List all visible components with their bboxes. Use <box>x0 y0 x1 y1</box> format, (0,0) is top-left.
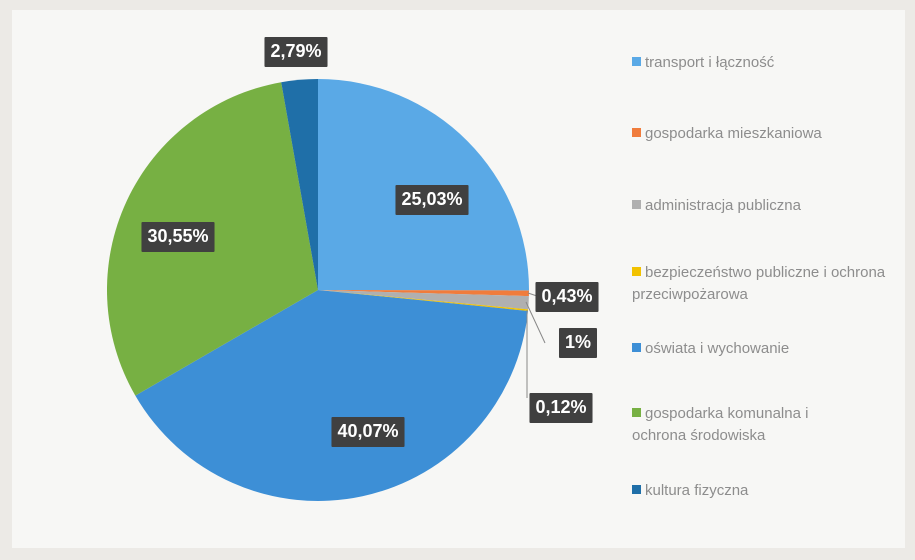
legend-swatch <box>632 343 641 352</box>
pie-slice <box>318 290 529 310</box>
data-label-box <box>558 328 598 358</box>
legend-swatch <box>632 128 641 137</box>
legend-label: gospodarka komunalna i ochrona środowisk… <box>632 405 809 444</box>
legend-label: gospodarka mieszkaniowa <box>645 125 822 142</box>
data-label: 30,55% <box>147 226 208 246</box>
data-label-group: 0,12% <box>529 393 593 423</box>
pie-slice <box>318 290 529 297</box>
legend-label: bezpieczeństwo publiczne i ochrona przec… <box>632 264 886 303</box>
data-label-group: 40,07% <box>331 417 405 447</box>
legend-item: administracja publiczna <box>632 195 832 217</box>
pie-slice <box>135 290 528 502</box>
legend-label: transport i łączność <box>645 54 775 71</box>
legend-swatch <box>632 408 641 417</box>
data-label-box <box>395 185 469 215</box>
data-label-group: 0,43% <box>535 282 599 312</box>
pie-slice <box>318 290 529 311</box>
data-label-box <box>529 393 593 423</box>
data-label: 25,03% <box>401 189 462 209</box>
legend-label: kultura fizyczna <box>645 482 749 499</box>
data-label-group: 1% <box>558 328 598 358</box>
legend-swatch <box>632 485 641 494</box>
data-label: 2,79% <box>270 41 321 61</box>
data-label: 0,43% <box>541 286 592 306</box>
data-label-box <box>331 417 405 447</box>
legend-label: oświata i wychowanie <box>645 340 790 357</box>
legend-swatch <box>632 57 641 66</box>
legend-label: administracja publiczna <box>645 197 801 214</box>
data-label-group: 2,79% <box>264 37 328 67</box>
legend-item: kultura fizyczna <box>632 480 832 502</box>
data-label-box <box>141 222 215 252</box>
leader-line <box>525 301 546 344</box>
data-label: 0,12% <box>535 397 586 417</box>
data-label-group: 25,03% <box>395 185 469 215</box>
legend-swatch <box>632 200 641 209</box>
data-label-box <box>264 37 328 67</box>
data-label: 40,07% <box>337 421 398 441</box>
data-label: 1% <box>565 332 591 352</box>
pie-slice <box>281 79 318 290</box>
legend-item: oświata i wychowanie <box>632 338 832 360</box>
legend-item: transport i łączność <box>632 52 832 74</box>
legend-item: bezpieczeństwo publiczne i ochrona przec… <box>632 262 887 306</box>
legend-item: gospodarka mieszkaniowa <box>632 123 832 145</box>
pie-slice <box>318 79 530 291</box>
data-label-group: 30,55% <box>141 222 215 252</box>
legend-swatch <box>632 267 641 276</box>
data-label-box <box>535 282 599 312</box>
legend-item: gospodarka komunalna i ochrona środowisk… <box>632 403 832 447</box>
